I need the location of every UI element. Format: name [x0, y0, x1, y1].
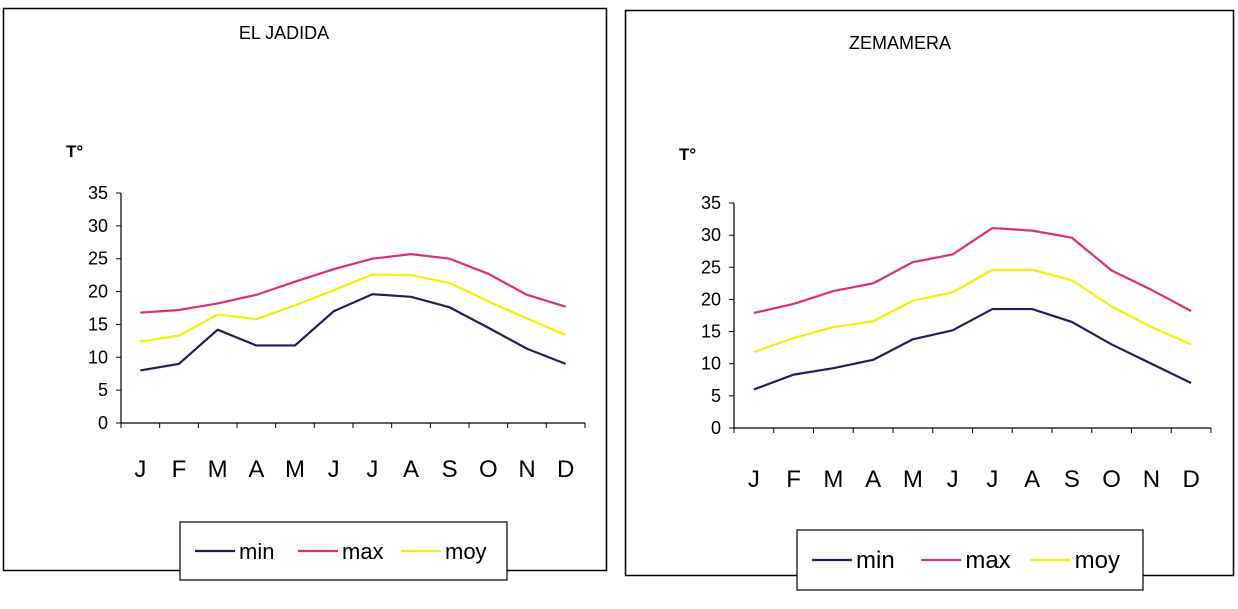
x-tick-label: A	[1024, 466, 1040, 493]
x-tick-label: O	[479, 456, 498, 483]
x-tick-label: A	[248, 456, 264, 483]
y-tick-label: 10	[701, 354, 721, 374]
legend-label-moy: moy	[1075, 547, 1120, 574]
y-tick-label: 30	[701, 225, 721, 245]
y-tick-label: 20	[88, 282, 108, 302]
legend-box	[796, 529, 1144, 591]
legend-label-max: max	[965, 547, 1010, 574]
chart-title: ZEMAMERA	[849, 33, 951, 53]
x-tick-label: O	[1102, 466, 1121, 493]
y-tick-label: 35	[88, 183, 108, 203]
x-tick-label: S	[442, 456, 458, 483]
y-tick-label: 0	[711, 418, 721, 438]
legend-label-max: max	[342, 539, 384, 564]
x-tick-label: J	[947, 466, 959, 493]
y-axis-label: T°	[66, 142, 83, 161]
series-line-max	[140, 253, 566, 314]
legend-label-moy: moy	[445, 539, 487, 564]
y-tick-label: 0	[98, 413, 108, 433]
series-line-min	[753, 307, 1192, 391]
x-tick-label: F	[786, 466, 801, 493]
legend-label-min: min	[239, 539, 274, 564]
y-tick-label: 25	[701, 257, 721, 277]
series-line-moy	[753, 268, 1192, 354]
x-tick-label: A	[865, 466, 881, 493]
y-tick-label: 25	[88, 249, 108, 269]
x-tick-label: M	[823, 466, 843, 493]
x-tick-label: N	[1143, 466, 1160, 493]
x-tick-label: J	[328, 456, 340, 483]
x-tick-label: A	[403, 456, 419, 483]
y-tick-label: 15	[701, 322, 721, 342]
chart-title: EL JADIDA	[239, 23, 329, 43]
x-tick-label: D	[557, 456, 574, 483]
x-tick-label: F	[172, 456, 187, 483]
x-tick-label: J	[366, 456, 378, 483]
legend-label-min: min	[856, 547, 895, 574]
x-tick-label: N	[518, 456, 535, 483]
series-line-min	[140, 293, 567, 372]
y-tick-label: 10	[88, 347, 108, 367]
x-tick-label: J	[134, 456, 146, 483]
y-tick-label: 5	[98, 380, 108, 400]
series-line-moy	[140, 273, 567, 343]
y-tick-label: 5	[711, 386, 721, 406]
y-axis-label: T°	[679, 145, 696, 164]
x-tick-label: M	[903, 466, 923, 493]
x-tick-label: D	[1182, 466, 1199, 493]
x-tick-label: M	[285, 456, 305, 483]
y-tick-label: 30	[88, 216, 108, 236]
series-line-max	[753, 226, 1192, 315]
x-tick-label: J	[748, 466, 760, 493]
x-tick-label: S	[1064, 466, 1080, 493]
y-tick-label: 35	[701, 193, 721, 213]
x-tick-label: J	[986, 466, 998, 493]
x-tick-label: M	[208, 456, 228, 483]
y-tick-label: 20	[701, 289, 721, 309]
y-tick-label: 15	[88, 314, 108, 334]
